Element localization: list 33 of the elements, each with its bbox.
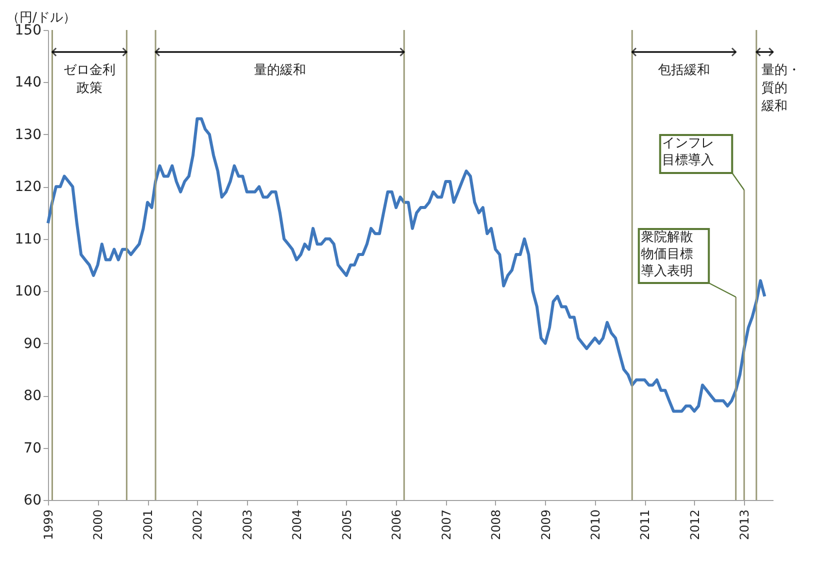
y-tick-label: 150 — [14, 22, 42, 38]
x-tick-label: 2002 — [190, 510, 205, 540]
y-tick-label: 110 — [14, 231, 42, 248]
y-axis-title: （円/ドル） — [6, 10, 76, 26]
y-tick-label: 90 — [24, 336, 42, 352]
x-tick-label: 2004 — [290, 510, 304, 540]
x-tick-label: 2007 — [439, 510, 454, 540]
annotation: 量的緩和 — [254, 63, 306, 78]
annotation: ゼロ金利政策 — [63, 63, 116, 96]
line-series — [46, 117, 766, 413]
x-tick-label: 2000 — [91, 510, 106, 540]
x-tick-label: 2010 — [588, 510, 602, 540]
x-tick-label: 2005 — [340, 510, 354, 540]
ref-line-label: 衆院解散物価目標導入表明 — [640, 230, 693, 279]
x-tick-label: 2012 — [688, 510, 702, 540]
x-tick-label: 2013 — [738, 510, 752, 540]
y-tick-label: 130 — [14, 126, 42, 143]
x-tick-label: 2011 — [638, 510, 652, 540]
x-tick-label: 2008 — [488, 510, 503, 540]
x-tick-label: 2001 — [141, 510, 156, 540]
annotation: 包括緩和 — [658, 63, 710, 78]
y-tick-label: 120 — [14, 179, 42, 196]
x-tick-label: 2003 — [240, 510, 254, 540]
y-tick-label: 60 — [24, 492, 42, 508]
y-tick-label: 140 — [14, 74, 42, 91]
y-tick-label: 80 — [24, 388, 42, 404]
x-tick-label: 2009 — [538, 510, 553, 540]
ref-line-label: インフレ目標導入 — [662, 136, 714, 168]
x-tick-label: 2006 — [390, 510, 404, 540]
y-tick-label: 100 — [14, 284, 42, 300]
x-tick-label: 1999 — [42, 510, 56, 540]
annotation: 量的・質的緩和 — [760, 63, 800, 114]
y-tick-label: 70 — [24, 440, 42, 456]
